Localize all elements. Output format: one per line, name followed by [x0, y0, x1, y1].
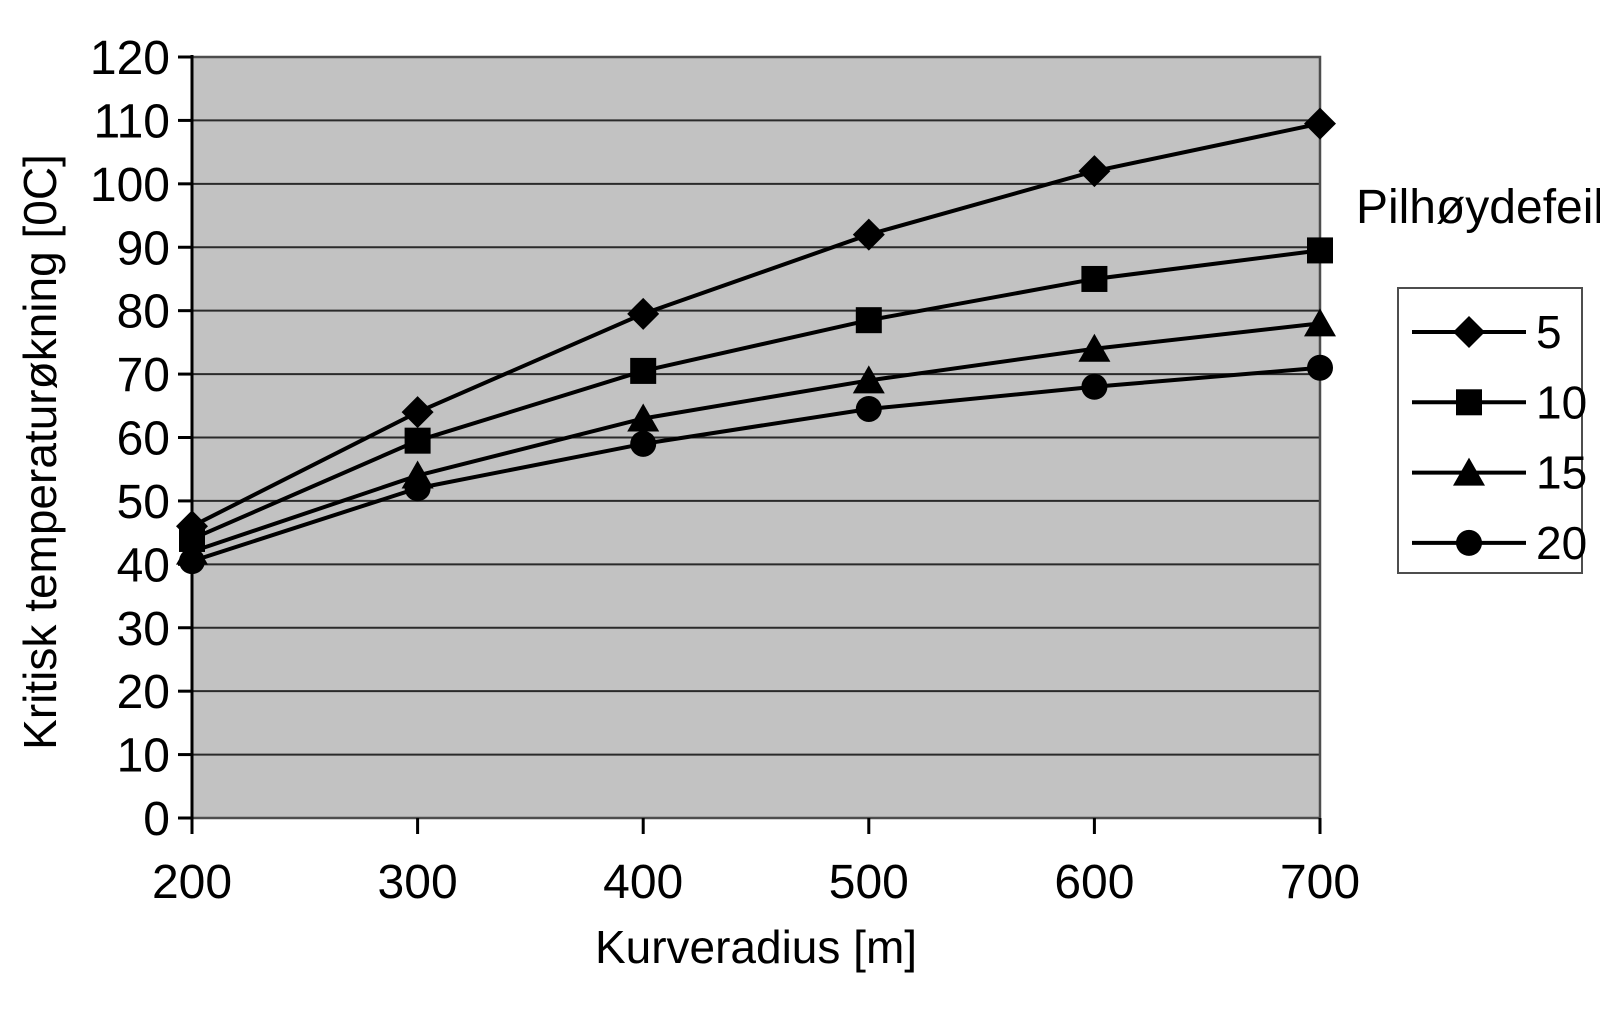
y-tick-label-10: 10	[117, 730, 170, 783]
y-tick-label-110: 110	[93, 95, 170, 148]
series-line-10	[191, 248, 1321, 541]
x-tick-label-300: 300	[378, 856, 458, 909]
legend-label-10: 10	[1536, 376, 1587, 428]
y-tick-label-60: 60	[117, 413, 170, 466]
legend-marker-triangle-icon	[1453, 457, 1485, 486]
series-20-marker-x600	[1081, 373, 1108, 400]
x-tick-label-600: 600	[1054, 856, 1134, 909]
x-tick-label-500: 500	[829, 856, 909, 909]
series-10-marker-x400	[630, 357, 657, 384]
x-axis-title: Kurveradius [m]	[594, 921, 918, 973]
legend-item-15: 15	[1412, 447, 1587, 499]
series-line-15	[191, 321, 1321, 554]
y-tick-label-20: 20	[117, 666, 170, 719]
series-20-marker-x500	[855, 395, 882, 422]
legend-box	[1397, 287, 1583, 574]
series-15-marker-x600	[1078, 333, 1111, 362]
y-tick-label-90: 90	[117, 222, 170, 275]
series-5-marker-x500	[852, 218, 885, 251]
legend-marker-diamond-icon	[1453, 316, 1485, 348]
legend-item-20: 20	[1412, 517, 1587, 569]
y-tick-label-50: 50	[117, 476, 170, 529]
y-tick-label-0: 0	[143, 793, 170, 846]
legend-label-20: 20	[1536, 517, 1587, 569]
legend-item-5: 5	[1412, 306, 1562, 358]
series-10-marker-x300	[404, 427, 431, 454]
series-10	[179, 237, 1333, 552]
legend-marker-circle-icon	[1456, 529, 1482, 556]
series-5-marker-x400	[627, 297, 660, 330]
series-5-marker-x300	[401, 396, 434, 429]
x-tick-label-400: 400	[603, 856, 683, 909]
series-line-5	[191, 121, 1321, 529]
legend-title: Pilhøydefeil	[1355, 181, 1600, 234]
series-20-marker-x300	[404, 475, 431, 502]
y-tick-label-120: 120	[90, 32, 170, 85]
legend-label-5: 5	[1536, 306, 1562, 358]
series-20-marker-x200	[179, 548, 205, 575]
legend-marker-square-icon	[1456, 389, 1482, 416]
x-tick-label-200: 200	[152, 856, 232, 909]
series-15-marker-x500	[852, 365, 885, 394]
y-tick-label-80: 80	[117, 286, 170, 339]
series-20-marker-x400	[630, 430, 657, 457]
series-line-20	[191, 365, 1321, 564]
series-5-marker-x600	[1078, 155, 1111, 188]
y-tick-label-70: 70	[117, 349, 170, 402]
legend-item-10: 10	[1412, 376, 1587, 428]
series-20-marker-x700	[1307, 354, 1333, 381]
series-15-marker-x700	[1304, 308, 1336, 337]
x-tick-label-700: 700	[1280, 856, 1360, 909]
y-tick-label-100: 100	[90, 159, 170, 212]
y-tick-label-30: 30	[117, 603, 170, 656]
series-5-marker-x700	[1304, 107, 1336, 140]
legend-label-15: 15	[1536, 447, 1587, 499]
series-20	[179, 354, 1333, 575]
y-tick-label-40: 40	[117, 539, 170, 592]
series-15-marker-x400	[627, 403, 660, 432]
series-10-marker-x700	[1307, 237, 1333, 264]
y-axis-title: Kritisk temperaturøkning [0C]	[14, 154, 66, 750]
series-10-marker-x500	[855, 307, 882, 334]
series-10-marker-x600	[1081, 265, 1108, 292]
